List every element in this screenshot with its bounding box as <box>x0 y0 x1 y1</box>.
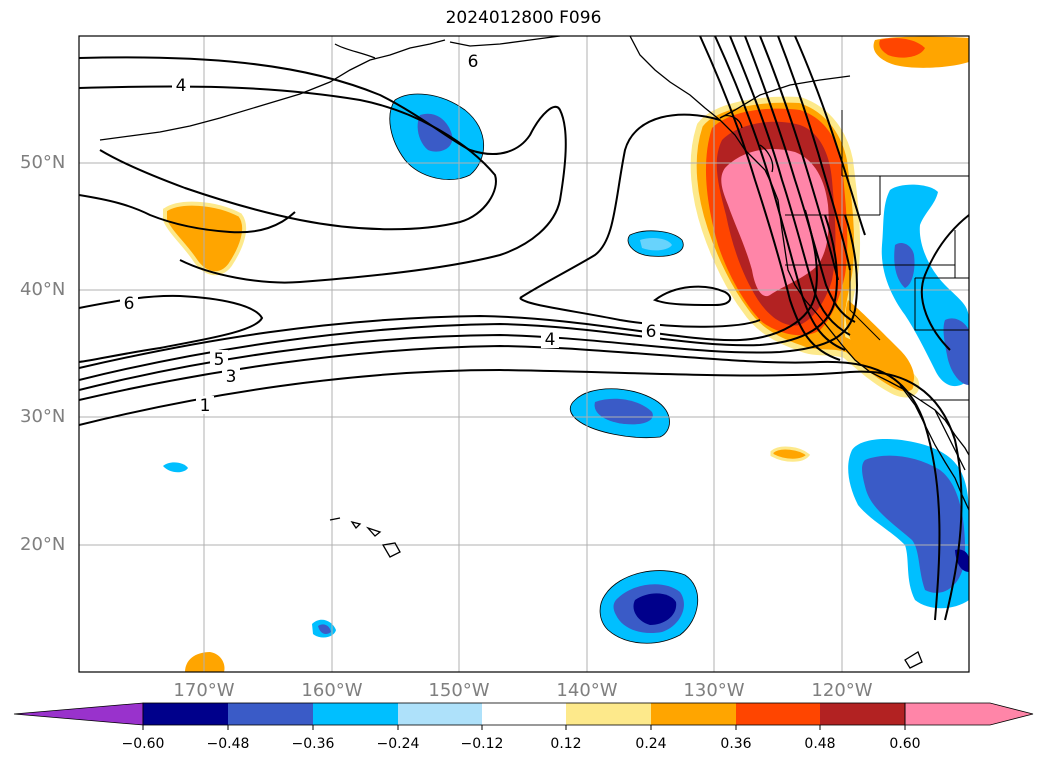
colorbar <box>13 702 1034 730</box>
contour-label: 6 <box>124 294 135 314</box>
contour-label: 6 <box>646 322 657 342</box>
lon-label: 130°W <box>683 680 745 701</box>
pos-blob-170w <box>165 203 245 274</box>
colorbar-tick-label: −0.36 <box>291 736 335 752</box>
lon-label: 160°W <box>301 680 363 701</box>
contour-label: 1 <box>200 396 211 416</box>
colorbar-bin <box>228 703 313 725</box>
colorbar-extend-left <box>13 702 144 726</box>
colorbar-bin <box>313 703 398 725</box>
colorbar-bin <box>651 703 736 725</box>
colorbar-tick-label: 0.24 <box>635 736 667 752</box>
colorbar-frame <box>142 702 906 726</box>
colorbar-tick-label: −0.24 <box>376 736 420 752</box>
colorbar-bin <box>566 703 651 725</box>
contours <box>79 36 969 621</box>
colorbar-bin <box>820 703 905 725</box>
colorbar-tick-label: 0.60 <box>889 736 921 752</box>
colorbar-tick-label: 0.12 <box>550 736 582 752</box>
contour-label: 4 <box>176 76 187 96</box>
contour-label: 5 <box>214 350 225 370</box>
map-frame <box>78 35 970 673</box>
colorbar-tick-label: −0.60 <box>121 736 165 752</box>
colorbar-tick-label: −0.12 <box>460 736 504 752</box>
shading-positive <box>163 36 969 672</box>
lat-label: 30°N <box>20 406 66 427</box>
shading-negative <box>163 94 969 644</box>
contour-labels: 4 6 6 5 3 1 4 6 <box>124 52 657 416</box>
colorbar-bin <box>398 703 482 725</box>
contour-label: 6 <box>468 52 479 72</box>
lon-label: 170°W <box>173 680 235 701</box>
contour-label-masks <box>120 52 660 414</box>
colorbar-tick-label: −0.48 <box>206 736 250 752</box>
map-title: 2024012800 F096 <box>445 8 602 28</box>
colorbar-bin <box>143 703 228 725</box>
lon-label: 150°W <box>428 680 490 701</box>
colorbar-tick-label: 0.48 <box>804 736 836 752</box>
lat-label: 20°N <box>20 534 66 555</box>
colorbar-extend-right <box>904 702 1034 726</box>
colorbar-tick-label: 0.36 <box>720 736 752 752</box>
lon-label: 140°W <box>556 680 618 701</box>
neg-blob-tiny-168 <box>163 462 188 473</box>
lat-label: 40°N <box>20 279 66 300</box>
contour-label: 3 <box>226 367 237 387</box>
coastlines <box>99 36 969 669</box>
lon-label: 120°W <box>811 680 873 701</box>
colorbar-bin <box>736 703 820 725</box>
map-panel: 4 6 6 5 3 1 4 6 <box>79 36 969 672</box>
lat-label: 50°N <box>20 152 66 173</box>
pos-blob-bottom <box>185 652 225 672</box>
colorbar-bin <box>482 703 566 725</box>
contour-label: 4 <box>545 330 556 350</box>
